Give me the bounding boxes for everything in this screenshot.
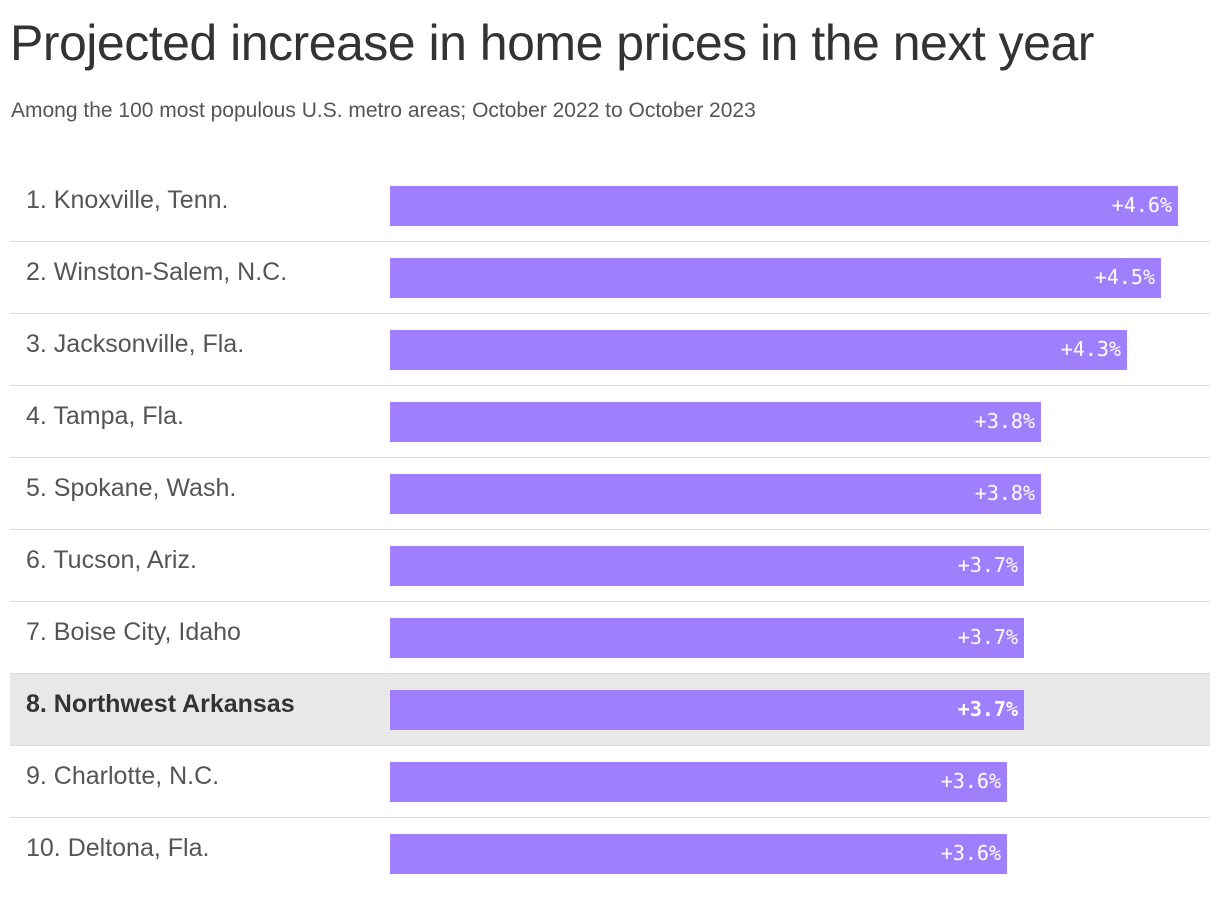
data-label: +3.6% xyxy=(940,769,1001,793)
bar: +4.5% xyxy=(390,258,1161,298)
bar: +3.8% xyxy=(390,402,1041,442)
data-label: +3.8% xyxy=(974,409,1035,433)
chart-row: 5. Spokane, Wash. +3.8% xyxy=(10,458,1210,530)
category-label: 3. Jacksonville, Fla. xyxy=(26,330,245,358)
category-label: 10. Deltona, Fla. xyxy=(26,834,210,862)
bar: +3.6% xyxy=(390,762,1007,802)
category-label: 5. Spokane, Wash. xyxy=(26,474,237,502)
category-label: 7. Boise City, Idaho xyxy=(26,618,241,646)
chart-row: 10. Deltona, Fla. +3.6% xyxy=(10,818,1210,890)
bar: +4.3% xyxy=(390,330,1127,370)
data-label: +3.7% xyxy=(957,553,1018,577)
bar: +3.8% xyxy=(390,474,1041,514)
category-label: 4. Tampa, Fla. xyxy=(26,402,184,430)
chart-row: 8. Northwest Arkansas +3.7% xyxy=(10,674,1210,746)
bar: +3.7% xyxy=(390,618,1024,658)
bar: +3.6% xyxy=(390,834,1007,874)
chart-row: 3. Jacksonville, Fla. +4.3% xyxy=(10,314,1210,386)
bar-chart: 1. Knoxville, Tenn. +4.6% 2. Winston-Salem… xyxy=(10,170,1210,890)
data-label: +4.3% xyxy=(1060,337,1121,361)
category-label: 9. Charlotte, N.C. xyxy=(26,762,220,790)
chart-row: 7. Boise City, Idaho +3.7% xyxy=(10,602,1210,674)
data-label: +3.8% xyxy=(974,481,1035,505)
chart-subtitle: Among the 100 most populous U.S. metro a… xyxy=(11,99,756,122)
chart-row: 1. Knoxville, Tenn. +4.6% xyxy=(10,170,1210,242)
bar: +3.7% xyxy=(390,690,1024,730)
chart-row: 9. Charlotte, N.C. +3.6% xyxy=(10,746,1210,818)
chart-title: Projected increase in home prices in the… xyxy=(10,15,1094,71)
data-label: +4.6% xyxy=(1111,193,1172,217)
data-label: +3.6% xyxy=(940,841,1001,865)
category-label: 6. Tucson, Ariz. xyxy=(26,546,197,574)
data-label: +3.7% xyxy=(957,625,1018,649)
data-label: +3.7% xyxy=(957,697,1018,721)
chart-row: 4. Tampa, Fla. +3.8% xyxy=(10,386,1210,458)
data-label: +4.5% xyxy=(1094,265,1155,289)
bar: +4.6% xyxy=(390,186,1178,226)
chart-row: 2. Winston-Salem, N.C. +4.5% xyxy=(10,242,1210,314)
category-label: 8. Northwest Arkansas xyxy=(26,690,295,718)
category-label: 2. Winston-Salem, N.C. xyxy=(26,258,288,286)
bar: +3.7% xyxy=(390,546,1024,586)
category-label: 1. Knoxville, Tenn. xyxy=(26,186,229,214)
chart-row: 6. Tucson, Ariz. +3.7% xyxy=(10,530,1210,602)
